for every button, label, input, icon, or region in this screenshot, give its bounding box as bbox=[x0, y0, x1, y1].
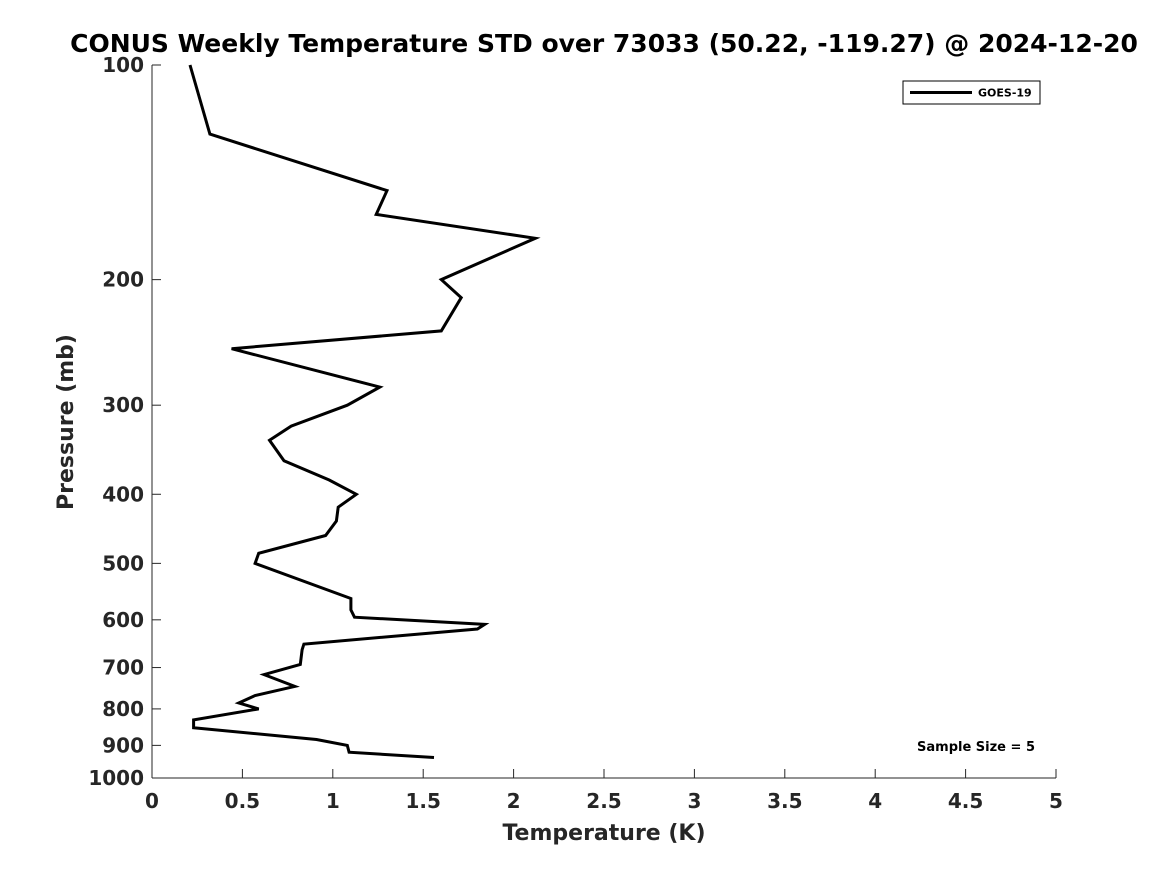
sample-size-annotation: Sample Size = 5 bbox=[917, 740, 1035, 755]
x-tick-label: 1 bbox=[326, 789, 340, 813]
y-tick-label: 700 bbox=[102, 656, 144, 680]
y-tick-label: 800 bbox=[102, 697, 144, 721]
legend: GOES-19 bbox=[902, 80, 1041, 105]
x-axis-label: Temperature (K) bbox=[502, 821, 705, 846]
x-tick-label: 0 bbox=[145, 789, 159, 813]
y-axis-label: Pressure (mb) bbox=[54, 334, 79, 510]
x-axis-ticks: 0 0.5 1 1.5 2 2.5 3 3.5 4 4.5 5 bbox=[145, 769, 1063, 813]
y-axis-ticks: 100 200 300 400 500 600 700 800 900 1000 bbox=[88, 53, 161, 790]
x-tick-label: 5 bbox=[1049, 789, 1063, 813]
x-tick-label: 4.5 bbox=[948, 789, 983, 813]
y-tick-label: 500 bbox=[102, 551, 144, 575]
series-layer bbox=[188, 64, 541, 759]
y-tick-label: 100 bbox=[102, 53, 144, 77]
y-tick-label: 400 bbox=[102, 482, 144, 506]
x-tick-label: 0.5 bbox=[225, 789, 260, 813]
y-tick-label: 900 bbox=[102, 733, 144, 757]
x-tick-label: 2 bbox=[507, 789, 521, 813]
x-tick-label: 3 bbox=[687, 789, 701, 813]
chart-title: CONUS Weekly Temperature STD over 73033 … bbox=[70, 29, 1138, 58]
y-tick-label: 200 bbox=[102, 268, 144, 292]
x-tick-label: 1.5 bbox=[405, 789, 440, 813]
x-tick-label: 3.5 bbox=[767, 789, 802, 813]
y-tick-label: 1000 bbox=[88, 766, 144, 790]
legend-entry-goes-19: GOES-19 bbox=[978, 87, 1032, 100]
y-tick-label: 300 bbox=[102, 393, 144, 417]
y-tick-label: 600 bbox=[102, 608, 144, 632]
series-line-goes-19 bbox=[188, 64, 541, 759]
x-tick-label: 4 bbox=[868, 789, 882, 813]
x-tick-label: 2.5 bbox=[586, 789, 621, 813]
